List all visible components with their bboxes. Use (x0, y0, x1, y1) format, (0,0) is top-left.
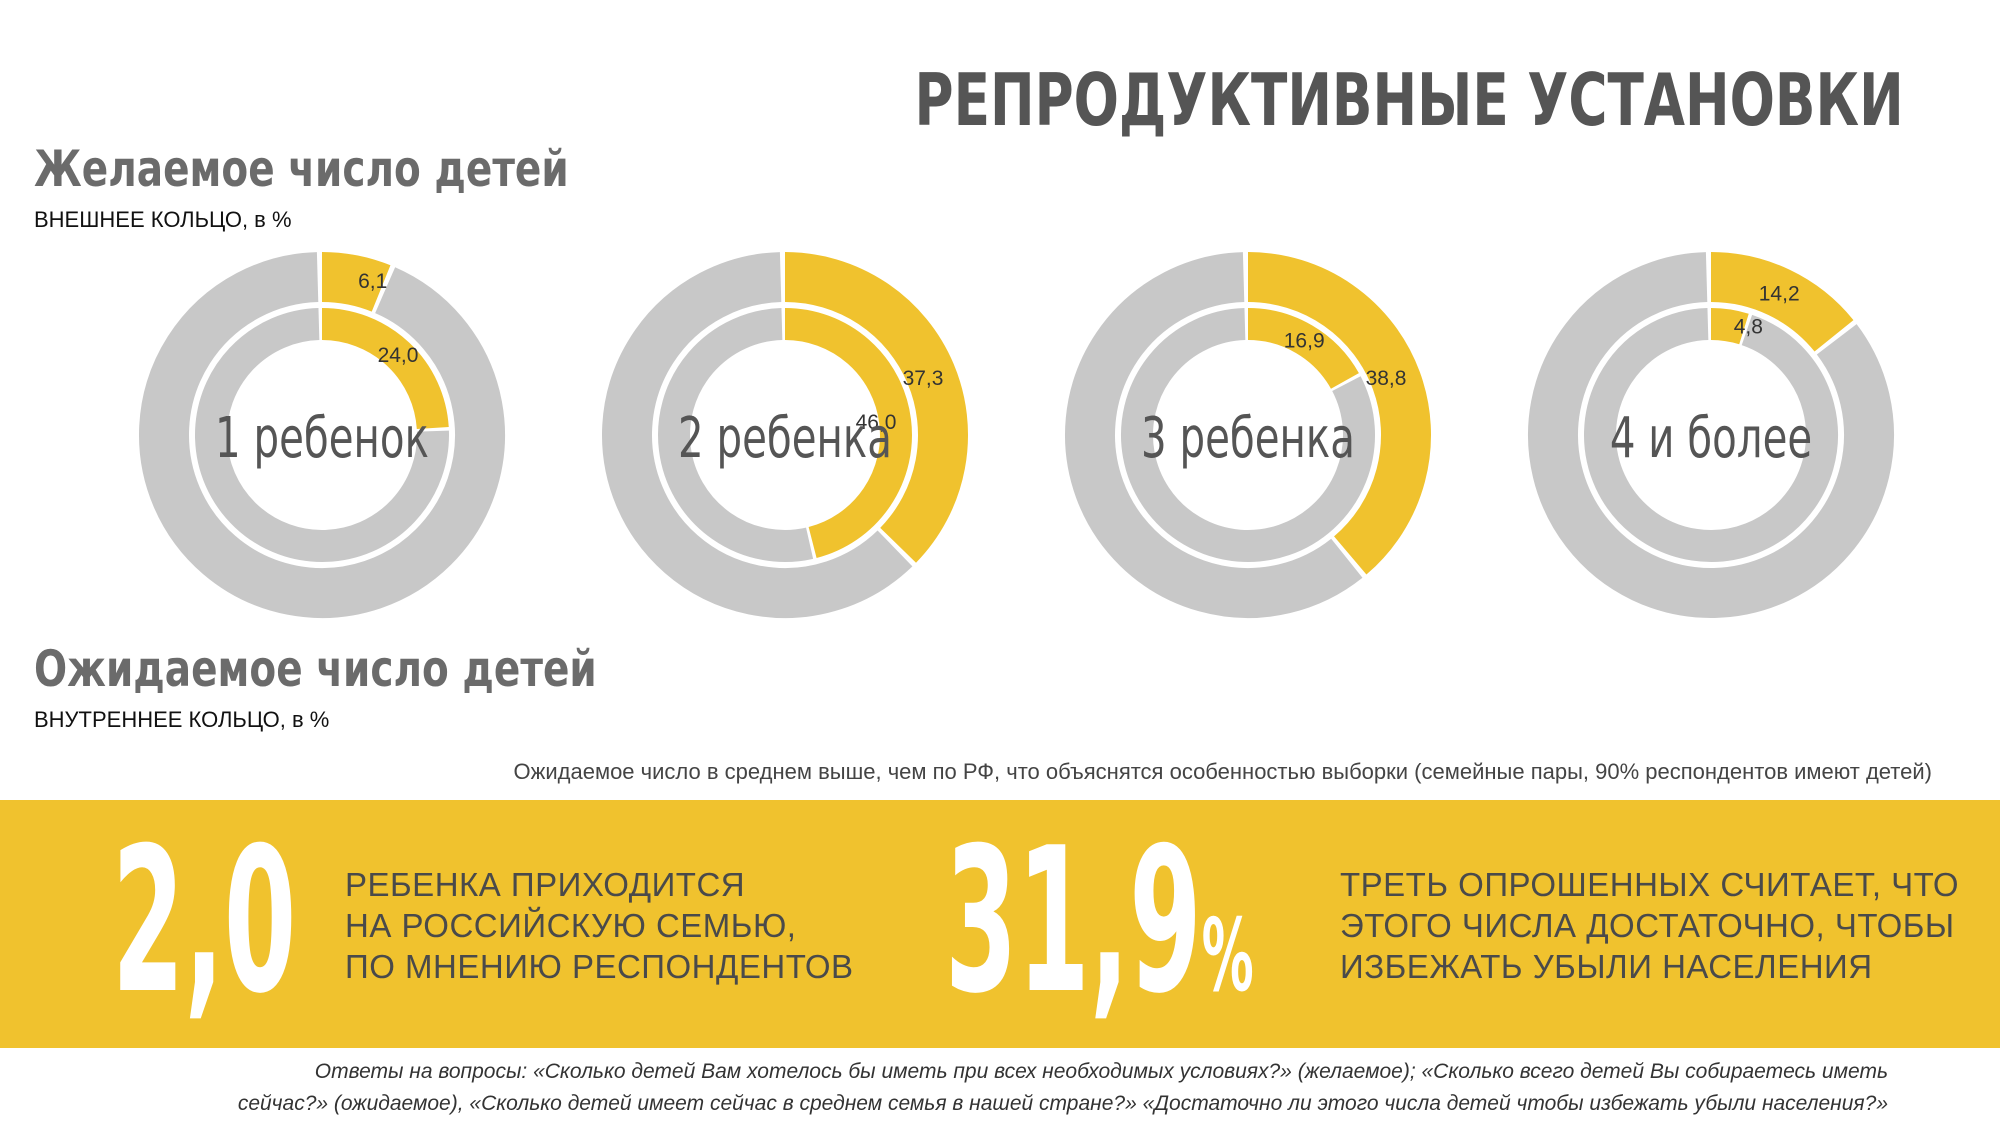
footnote-line: сейчас?» (ожидаемое), «Сколько детей име… (237, 1092, 1888, 1115)
inner-ring-segment (1247, 308, 1359, 390)
stat-line: РЕБЕНКА ПРИХОДИТСЯ (345, 866, 746, 903)
expected-title: Ожидаемое число детей (34, 640, 597, 698)
outer-ring-remainder (1528, 252, 1894, 618)
desired-subtitle: ВНЕШНЕЕ КОЛЬЦО, в % (34, 207, 292, 232)
stat-big-number-1: 2,0 (112, 807, 296, 1037)
donut-category-label: 3 ребенка (1141, 405, 1355, 470)
stat-value: 31,9 (945, 805, 1202, 1038)
inner-value-label: 4,8 (1734, 315, 1763, 338)
expected-subtitle: ВНУТРЕННЕЕ КОЛЬЦО, в % (34, 707, 330, 732)
sample-note: Ожидаемое число в среднем выше, чем по Р… (513, 759, 1932, 784)
inner-ring-segment (784, 308, 912, 559)
footnote-line: Ответы на вопросы: «Сколько детей Вам хо… (314, 1060, 1888, 1083)
inner-ring-segment (321, 308, 449, 430)
footnote: Ответы на вопросы: «Сколько детей Вам хо… (0, 1056, 1888, 1120)
outer-value-label: 14,2 (1759, 283, 1800, 306)
outer-ring-segment (1247, 252, 1431, 575)
desired-title: Желаемое число детей (34, 140, 569, 198)
inner-value-label: 24,0 (378, 344, 419, 367)
outer-value-label: 38,8 (1366, 367, 1407, 390)
outer-value-label: 6,1 (358, 270, 387, 293)
outer-value-label: 37,3 (903, 367, 944, 390)
outer-ring-segment (784, 252, 968, 563)
stat-text-2: ТРЕТЬ ОПРОШЕННЫХ СЧИТАЕТ, ЧТО ЭТОГО ЧИСЛ… (1340, 864, 1959, 987)
donut-2: 37,3 46,02 ребенка (602, 252, 968, 618)
donut-category-label: 2 ребенка (678, 405, 892, 470)
donut-category-label: 1 ребенок (215, 405, 429, 470)
stat-line: ЭТОГО ЧИСЛА ДОСТАТОЧНО, ЧТОБЫ (1340, 907, 1955, 944)
stat-text-1: РЕБЕНКА ПРИХОДИТСЯ НА РОССИЙСКУЮ СЕМЬЮ, … (345, 864, 854, 987)
stats-band (0, 800, 2000, 1048)
outer-ring-remainder (139, 252, 505, 618)
page-title: РЕПРОДУКТИВНЫЕ УСТАНОВКИ (914, 58, 1904, 142)
donut-3: 38,8 16,9 3 ребенка (1065, 252, 1431, 618)
inner-value-label: 16,9 (1284, 329, 1325, 352)
donut-4: 14,2 4,8 4 и более (1528, 252, 1894, 618)
stat-percent: % (1201, 897, 1254, 1014)
outer-ring-segment (1710, 252, 1854, 353)
donut-charts: 6,1 24,0 1 ребенок 37,3 46,0 2 ребенка 38,8 16,… (0, 235, 2000, 635)
outer-ring-remainder (1065, 252, 1363, 618)
stat-line: ТРЕТЬ ОПРОШЕННЫХ СЧИТАЕТ, ЧТО (1340, 866, 1960, 903)
donut-1: 6,1 24,0 1 ребенок (139, 252, 505, 618)
inner-ring-remainder (195, 308, 449, 562)
outer-ring-segment (321, 252, 391, 312)
stat-value: 2,0 (112, 805, 297, 1038)
stat-big-number-2: 31,9% (945, 807, 1254, 1071)
inner-value-label: 46,0 (856, 411, 897, 434)
stat-line: ИЗБЕЖАТЬ УБЫЛИ НАСЕЛЕНИЯ (1340, 948, 1873, 985)
inner-ring-remainder (1584, 308, 1838, 562)
outer-ring-remainder (602, 252, 913, 618)
inner-ring-remainder (658, 308, 814, 562)
donut-category-label: 4 и более (1610, 405, 1812, 470)
stat-line: ПО МНЕНИЮ РЕСПОНДЕНТОВ (345, 948, 854, 985)
inner-ring-segment (1710, 308, 1749, 345)
inner-ring-remainder (1121, 308, 1375, 562)
stat-line: НА РОССИЙСКУЮ СЕМЬЮ, (345, 907, 797, 944)
